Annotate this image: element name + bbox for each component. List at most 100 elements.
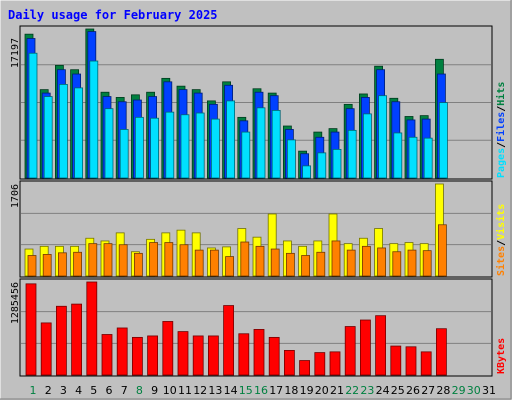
x-tick-label-day-26: 26 (406, 384, 420, 397)
bar-kbytes-day-23 (359, 319, 371, 376)
x-tick-label-day-11: 11 (178, 384, 192, 397)
bar-pages-day-26 (408, 136, 418, 179)
bar-kbytes-day-16 (253, 329, 265, 376)
y-max-label-visits: 1706 (10, 184, 21, 208)
bar-pages-day-14 (226, 100, 236, 179)
bar-kbytes-day-11 (177, 331, 189, 376)
x-tick-label-day-6: 6 (106, 384, 113, 397)
bar-pages-day-27 (423, 137, 433, 179)
x-tick-label-day-4: 4 (75, 384, 82, 397)
bar-pages-day-24 (378, 95, 388, 179)
x-tick-label-day-18: 18 (284, 384, 298, 397)
x-tick-label-day-2: 2 (45, 384, 52, 397)
bar-sites-day-1 (27, 255, 37, 277)
bar-sites-day-13 (209, 249, 219, 277)
bar-pages-day-25 (393, 132, 403, 179)
bar-sites-day-23 (361, 245, 371, 277)
x-tick-label-day-22: 22 (345, 384, 359, 397)
bar-pages-day-11 (180, 114, 190, 179)
legend-hits: Hits (495, 82, 507, 106)
bar-sites-day-5 (88, 243, 98, 277)
bar-sites-day-4 (73, 251, 82, 277)
bar-sites-day-19 (301, 255, 311, 277)
bar-kbytes-day-8 (131, 336, 143, 376)
x-tick-label-day-31: 31 (482, 384, 496, 397)
bar-pages-day-18 (286, 139, 296, 179)
y-max-label-kbytes: 1285456 (10, 282, 21, 324)
bar-sites-day-28 (437, 224, 447, 277)
bar-pages-day-23 (362, 113, 372, 179)
bar-pages-day-8 (134, 116, 144, 179)
bar-kbytes-day-2 (40, 322, 52, 376)
bar-sites-day-18 (285, 252, 295, 277)
x-tick-label-day-29: 29 (452, 384, 466, 397)
bar-pages-day-19 (302, 165, 312, 179)
legend-pages: Pages (496, 148, 507, 178)
bar-pages-day-15 (241, 131, 251, 179)
bar-kbytes-day-4 (71, 303, 82, 376)
x-tick-label-day-28: 28 (436, 384, 450, 397)
bar-kbytes-day-13 (207, 335, 219, 376)
bar-sites-day-27 (422, 250, 432, 277)
bar-sites-day-9 (149, 242, 159, 277)
bar-sites-day-14 (225, 256, 235, 277)
bar-pages-day-22 (347, 129, 357, 179)
legend-sep-2: / (496, 106, 507, 112)
legend-visits: Visits (495, 204, 507, 240)
x-tick-label-day-30: 30 (467, 384, 481, 397)
bar-kbytes-day-28 (435, 328, 447, 376)
bar-sites-day-21 (331, 240, 341, 277)
legend-middle: Sites/Visits (495, 204, 507, 276)
x-tick-label-day-15: 15 (239, 384, 253, 397)
x-tick-label-day-3: 3 (60, 384, 67, 397)
bar-pages-day-7 (119, 129, 129, 179)
bar-kbytes-day-3 (56, 305, 67, 376)
bar-sites-day-20 (316, 251, 326, 277)
x-tick-label-day-5: 5 (90, 384, 97, 397)
x-tick-label-day-8: 8 (136, 384, 143, 397)
x-tick-label-day-23: 23 (360, 384, 374, 397)
bar-pages-day-12 (195, 112, 205, 179)
bar-sites-day-7 (118, 244, 128, 277)
bar-sites-day-12 (194, 249, 204, 277)
bar-kbytes-day-18 (283, 350, 295, 376)
x-tick-label-day-13: 13 (208, 384, 222, 397)
x-tick-label-day-25: 25 (391, 384, 405, 397)
bar-kbytes-day-10 (162, 321, 174, 376)
bar-kbytes-day-14 (223, 305, 235, 376)
legend-kbytes: KBytes (496, 338, 507, 374)
bar-sites-day-17 (270, 248, 280, 277)
bar-kbytes-day-26 (405, 346, 417, 376)
bar-pages-day-20 (317, 152, 327, 179)
bar-pages-day-4 (74, 87, 83, 179)
bar-kbytes-day-5 (86, 281, 98, 376)
x-tick-label-day-20: 20 (315, 384, 329, 397)
legend-sites: Sites (495, 246, 507, 276)
bar-pages-day-5 (89, 60, 99, 179)
bar-sites-day-3 (58, 252, 67, 277)
bar-sites-day-11 (179, 244, 189, 277)
bar-sites-day-2 (42, 254, 52, 277)
bar-sites-day-8 (133, 252, 143, 277)
bar-marks (24, 28, 448, 376)
bar-sites-day-6 (103, 243, 113, 277)
bar-kbytes-day-7 (116, 327, 128, 376)
x-axis-labels: 1 2 3 4 5 6 7 8 9 10 11 12 13 14 15 16 17 18 19 20 21 22 23 24 2… (30, 384, 497, 397)
chart-title: Daily usage for February 2025 (8, 8, 218, 22)
bar-sites-day-16 (255, 245, 265, 277)
bar-kbytes-day-27 (420, 351, 432, 376)
legend-sep-3: / (496, 240, 507, 246)
x-tick-label-day-19: 19 (300, 384, 314, 397)
bar-pages-day-21 (332, 149, 342, 179)
x-tick-label-day-12: 12 (193, 384, 207, 397)
bar-kbytes-day-9 (147, 335, 159, 376)
bar-pages-day-2 (43, 96, 53, 179)
bar-kbytes-day-20 (314, 352, 326, 376)
legend-files: Files (495, 112, 507, 142)
bar-pages-day-9 (150, 117, 160, 179)
bar-sites-day-26 (407, 249, 417, 277)
legend-bottom: KBytes (496, 338, 507, 374)
bar-pages-day-3 (59, 84, 68, 179)
bar-kbytes-day-6 (101, 334, 113, 376)
